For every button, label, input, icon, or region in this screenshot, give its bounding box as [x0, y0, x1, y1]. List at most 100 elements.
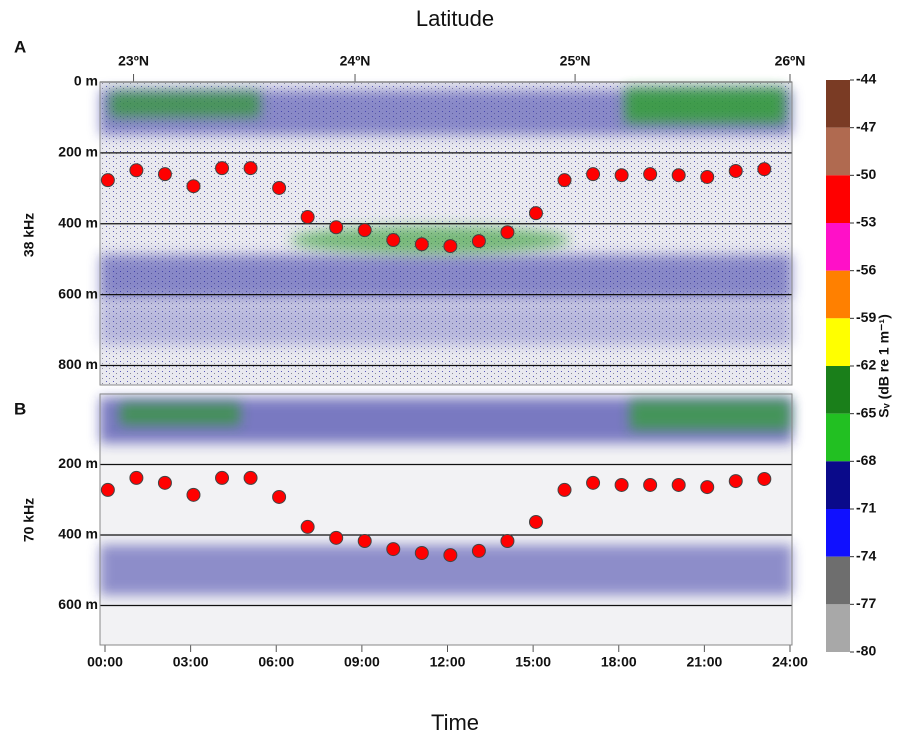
colorbar-tick-label: -59 [856, 309, 876, 325]
y-tick-label: 200 m [58, 144, 98, 160]
y-tick-label: 0 m [74, 73, 98, 89]
point [215, 470, 230, 485]
colorbar-tick-label: -47 [856, 118, 876, 134]
y-axis-title: 70 kHz [21, 498, 37, 542]
plot-frame [99, 81, 793, 386]
colorbar-tick-label: -80 [856, 643, 876, 659]
y-tick-label: 400 m [58, 214, 98, 230]
colorbar-segment [826, 270, 850, 319]
x-tick-label: 15:00 [515, 654, 551, 670]
x-tick-label: 03:00 [173, 654, 209, 670]
point [757, 162, 772, 177]
point [557, 173, 572, 188]
x-tick-label: 09:00 [344, 654, 380, 670]
point [386, 233, 401, 248]
point [357, 534, 372, 549]
point [471, 234, 486, 249]
point [757, 471, 772, 486]
plot-frame [99, 393, 793, 646]
top-axis-title: Latitude [416, 6, 494, 31]
point [329, 220, 344, 235]
point [500, 534, 515, 549]
point [586, 167, 601, 182]
colorbar-tick-label: -74 [856, 547, 876, 563]
colorbar-tick-label: -44 [856, 71, 876, 87]
point [500, 225, 515, 240]
colorbar-segment [826, 366, 850, 414]
point [671, 477, 686, 492]
colorbar-segment [826, 80, 850, 128]
y-tick-label: 600 m [58, 596, 98, 612]
x-tick-label: 12:00 [430, 654, 466, 670]
echogram-a [100, 82, 792, 385]
panel-label: B [14, 399, 26, 418]
point [157, 475, 172, 490]
x-axis-title: Time [431, 710, 479, 735]
colorbar-tick-label: -56 [856, 261, 876, 277]
colorbar-tick-label: -71 [856, 500, 876, 516]
point [443, 239, 458, 254]
point [643, 477, 658, 492]
colorbar-segment [826, 604, 850, 652]
colorbar-segment [826, 461, 850, 509]
point [129, 470, 144, 485]
point [471, 543, 486, 558]
colorbar-tick-label: -65 [856, 404, 876, 420]
point [643, 167, 658, 182]
point [614, 477, 629, 492]
point [528, 514, 543, 529]
colorbar-segment [826, 175, 850, 223]
point [329, 530, 344, 545]
point [728, 163, 743, 178]
y-tick-label: 400 m [58, 526, 98, 542]
point [728, 474, 743, 489]
point [586, 475, 601, 490]
top-tick-label: 23ºN [118, 53, 149, 69]
point [700, 169, 715, 184]
colorbar-title: Sᵥ (dB re 1 m⁻¹) [876, 314, 892, 418]
point [528, 206, 543, 221]
point [157, 167, 172, 182]
point [100, 482, 115, 497]
colorbar-segment [826, 127, 850, 176]
colorbar-segment [826, 413, 850, 462]
colorbar-segment [826, 318, 850, 366]
y-tick-label: 800 m [58, 356, 98, 372]
y-tick-label: 600 m [58, 285, 98, 301]
colorbar-segment [826, 509, 850, 557]
point [272, 489, 287, 504]
top-tick-label: 26ºN [775, 53, 806, 69]
point [414, 545, 429, 560]
y-tick-label: 200 m [58, 455, 98, 471]
top-tick-label: 25ºN [560, 53, 591, 69]
panel-label: A [14, 37, 26, 56]
point [243, 470, 258, 485]
colorbar-tick-label: -53 [856, 214, 876, 230]
top-tick-label: 24ºN [340, 53, 371, 69]
colorbar-tick-label: -50 [856, 166, 876, 182]
point [414, 237, 429, 252]
point [671, 168, 686, 183]
point [386, 542, 401, 557]
echogram-b [100, 393, 792, 645]
point [215, 161, 230, 176]
x-tick-label: 00:00 [87, 654, 123, 670]
x-tick-label: 18:00 [601, 654, 637, 670]
colorbar-segment [826, 223, 850, 271]
x-tick-label: 21:00 [686, 654, 722, 670]
colorbar-tick-label: -68 [856, 452, 876, 468]
point [272, 180, 287, 195]
point [129, 163, 144, 178]
colorbar-segment [826, 556, 850, 605]
y-axis-title: 38 kHz [21, 213, 37, 257]
x-tick-label: 06:00 [258, 654, 294, 670]
point [300, 519, 315, 534]
colorbar-tick-label: -62 [856, 357, 876, 373]
point [700, 480, 715, 495]
point [300, 210, 315, 225]
x-tick-label: 24:00 [772, 654, 808, 670]
point [243, 161, 258, 176]
point [100, 173, 115, 188]
colorbar-tick-label: -77 [856, 595, 876, 611]
